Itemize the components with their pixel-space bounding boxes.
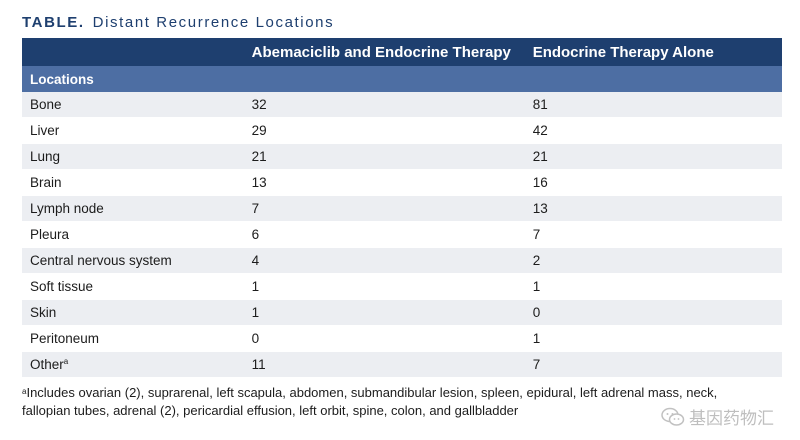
wechat-icon [661, 407, 685, 426]
table-row: Central nervous system 4 2 [22, 247, 782, 274]
recurrence-table: Abemaciclib and Endocrine Therapy Endocr… [22, 38, 782, 378]
cell-endocrine-count: 0 [532, 299, 782, 326]
cell-abemaciclib-count: 4 [251, 247, 533, 274]
cell-location: Bone [22, 92, 252, 118]
table-row: Soft tissue 1 1 [22, 273, 782, 300]
location-label: Pleura [30, 227, 70, 242]
table-row: Pleura 6 7 [22, 221, 782, 248]
table-footnote: aIncludes ovarian (2), suprarenal, left … [22, 384, 762, 420]
cell-endocrine-count: 7 [532, 221, 782, 248]
column-header-location [22, 38, 252, 66]
cell-abemaciclib-count: 0 [251, 325, 533, 352]
cell-abemaciclib-count: 13 [251, 169, 533, 196]
footnote-text: Includes ovarian (2), suprarenal, left s… [22, 385, 718, 418]
location-label: Other [30, 357, 64, 372]
column-header-endocrine-alone: Endocrine Therapy Alone [532, 38, 782, 66]
section-header-row: Locations [22, 66, 782, 92]
cell-location: Pleura [22, 221, 252, 248]
cell-endocrine-count: 81 [532, 92, 782, 118]
location-label: Skin [30, 305, 57, 320]
cell-location: Brain [22, 169, 252, 196]
cell-location: Lung [22, 143, 252, 170]
cell-abemaciclib-count: 29 [251, 117, 533, 144]
cell-endocrine-count: 1 [532, 273, 782, 300]
cell-abemaciclib-count: 32 [251, 92, 533, 118]
table-row: Lymph node 7 13 [22, 195, 782, 222]
location-label: Central nervous system [30, 253, 172, 268]
table-row: Brain 13 16 [22, 169, 782, 196]
table-header-row: Abemaciclib and Endocrine Therapy Endocr… [22, 38, 782, 66]
cell-abemaciclib-count: 1 [251, 273, 533, 300]
cell-location: Central nervous system [22, 247, 252, 274]
location-label: Lung [30, 149, 61, 164]
cell-endocrine-count: 13 [532, 195, 782, 222]
location-label: Liver [30, 123, 60, 138]
location-label: Bone [30, 97, 62, 112]
footnote-marker: a [22, 387, 27, 396]
cell-abemaciclib-count: 7 [251, 195, 533, 222]
watermark: 基因药物汇 [661, 404, 774, 429]
table-row: Skin 1 0 [22, 299, 782, 326]
cell-endocrine-count: 7 [532, 351, 782, 378]
cell-endocrine-count: 16 [532, 169, 782, 196]
cell-endocrine-count: 2 [532, 247, 782, 274]
cell-location: Soft tissue [22, 273, 252, 300]
table-row: Lung 21 21 [22, 143, 782, 170]
column-header-abemaciclib: Abemaciclib and Endocrine Therapy [251, 38, 533, 66]
other-footnote-marker: a [63, 357, 69, 366]
table-title: TABLE. Distant Recurrence Locations [22, 14, 334, 36]
section-header-locations: Locations [22, 66, 782, 92]
location-label: Brain [30, 175, 62, 190]
table-row: Othera 11 7 [22, 351, 782, 378]
cell-abemaciclib-count: 11 [251, 351, 533, 378]
watermark-text: 基因药物汇 [689, 409, 774, 428]
cell-location: Othera [22, 351, 252, 378]
table-row: Bone 32 81 [22, 92, 782, 118]
location-label: Lymph node [30, 201, 104, 216]
location-label: Soft tissue [30, 279, 94, 294]
table-title-label: TABLE. [22, 14, 85, 31]
cell-location: Peritoneum [22, 325, 252, 352]
cell-location: Lymph node [22, 195, 252, 222]
cell-location: Liver [22, 117, 252, 144]
cell-endocrine-count: 21 [532, 143, 782, 170]
cell-abemaciclib-count: 21 [251, 143, 533, 170]
cell-abemaciclib-count: 1 [251, 299, 533, 326]
table-title-text: Distant Recurrence Locations [92, 14, 335, 31]
table-row: Peritoneum 0 1 [22, 325, 782, 352]
cell-endocrine-count: 1 [532, 325, 782, 352]
cell-abemaciclib-count: 6 [251, 221, 533, 248]
location-label: Peritoneum [30, 331, 100, 346]
cell-endocrine-count: 42 [532, 117, 782, 144]
table-row: Liver 29 42 [22, 117, 782, 144]
cell-location: Skin [22, 299, 252, 326]
